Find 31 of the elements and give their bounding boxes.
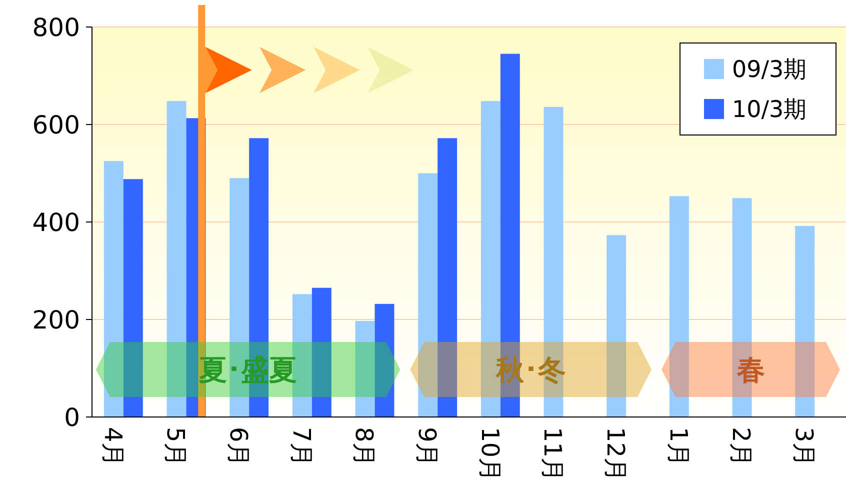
y-tick-label: 400 (32, 208, 80, 237)
x-tick-label: 4月 (98, 427, 127, 466)
bar (166, 101, 186, 417)
x-tick-label: 7月 (287, 427, 316, 466)
y-tick-label: 800 (32, 12, 80, 42)
y-tick-label: 0 (64, 402, 80, 432)
bar (374, 304, 394, 417)
x-tick-label: 10月 (476, 427, 504, 482)
bar (606, 235, 626, 417)
x-tick-label: 8月 (350, 427, 378, 466)
x-tick-label: 3月 (790, 427, 818, 466)
y-tick-label: 200 (32, 305, 80, 334)
legend-label: 10/3期 (732, 97, 807, 124)
bar (123, 179, 143, 417)
bar (312, 288, 332, 417)
bar (669, 196, 689, 417)
bar (355, 320, 375, 417)
x-tick-label: 12月 (602, 427, 630, 482)
x-tick-label: 9月 (413, 427, 442, 466)
x-tick-label: 1月 (664, 427, 692, 466)
band-label: 春 (736, 354, 765, 386)
bar (418, 173, 438, 417)
x-tick-label: 2月 (727, 427, 756, 466)
x-tick-label: 5月 (162, 427, 190, 466)
bar (438, 138, 458, 417)
x-tick-label: 11月 (538, 427, 567, 482)
x-tick-label: 6月 (224, 427, 253, 466)
legend-label: 09/3期 (732, 57, 807, 84)
bar (795, 226, 815, 417)
y-tick-label: 600 (32, 110, 80, 140)
bar (104, 161, 124, 417)
